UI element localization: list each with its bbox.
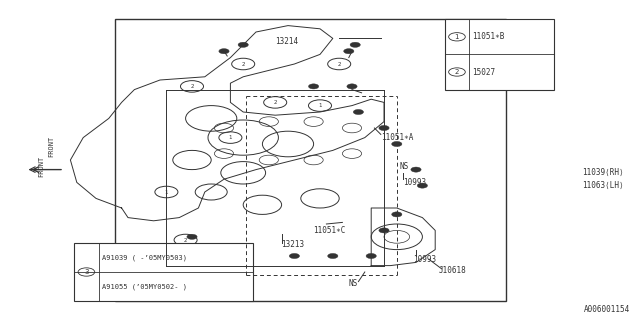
Circle shape: [392, 141, 402, 147]
Circle shape: [289, 253, 300, 259]
Text: J10618: J10618: [438, 266, 466, 275]
Circle shape: [353, 109, 364, 115]
Circle shape: [379, 228, 389, 233]
Text: 13214: 13214: [275, 37, 298, 46]
Text: 2: 2: [455, 69, 459, 75]
Text: NS: NS: [349, 279, 358, 288]
Circle shape: [187, 234, 197, 239]
Circle shape: [392, 212, 402, 217]
Text: 10993: 10993: [403, 178, 426, 187]
Text: 1: 1: [454, 34, 460, 40]
Bar: [445, 19, 554, 90]
Circle shape: [379, 125, 389, 131]
Circle shape: [417, 183, 428, 188]
Text: 11039⟨RH⟩: 11039⟨RH⟩: [582, 168, 624, 177]
Text: FRONT: FRONT: [38, 156, 45, 177]
Text: 11051∗C: 11051∗C: [314, 226, 346, 235]
Circle shape: [328, 253, 338, 259]
Text: 2: 2: [190, 84, 194, 89]
Text: 10993: 10993: [413, 255, 436, 264]
Text: 3: 3: [84, 269, 89, 275]
Text: A91055 (’05MY0502- ): A91055 (’05MY0502- ): [102, 283, 188, 290]
Text: FRONT: FRONT: [48, 136, 54, 157]
Text: 2: 2: [337, 61, 341, 67]
Text: 1: 1: [164, 189, 168, 195]
Circle shape: [344, 49, 354, 54]
Circle shape: [350, 42, 360, 47]
Text: 11051∗B: 11051∗B: [472, 32, 505, 41]
Text: 1: 1: [228, 135, 232, 140]
Text: A91039 ( -’05MY0503): A91039 ( -’05MY0503): [102, 254, 188, 261]
Text: 2: 2: [273, 100, 277, 105]
Text: 15027: 15027: [472, 68, 495, 76]
Text: 2: 2: [184, 237, 188, 243]
Text: 1: 1: [318, 103, 322, 108]
Circle shape: [238, 42, 248, 47]
Circle shape: [366, 253, 376, 259]
Text: 11063⟨LH⟩: 11063⟨LH⟩: [582, 181, 624, 190]
Bar: [115, 19, 506, 301]
Text: 2: 2: [241, 61, 245, 67]
Text: 11051∗A: 11051∗A: [381, 133, 413, 142]
Text: A006001154: A006001154: [584, 305, 630, 314]
Text: NS: NS: [400, 162, 409, 171]
Circle shape: [308, 84, 319, 89]
Bar: [74, 243, 253, 301]
Circle shape: [347, 84, 357, 89]
Text: 13213: 13213: [282, 240, 305, 249]
Circle shape: [411, 167, 421, 172]
Circle shape: [219, 49, 229, 54]
